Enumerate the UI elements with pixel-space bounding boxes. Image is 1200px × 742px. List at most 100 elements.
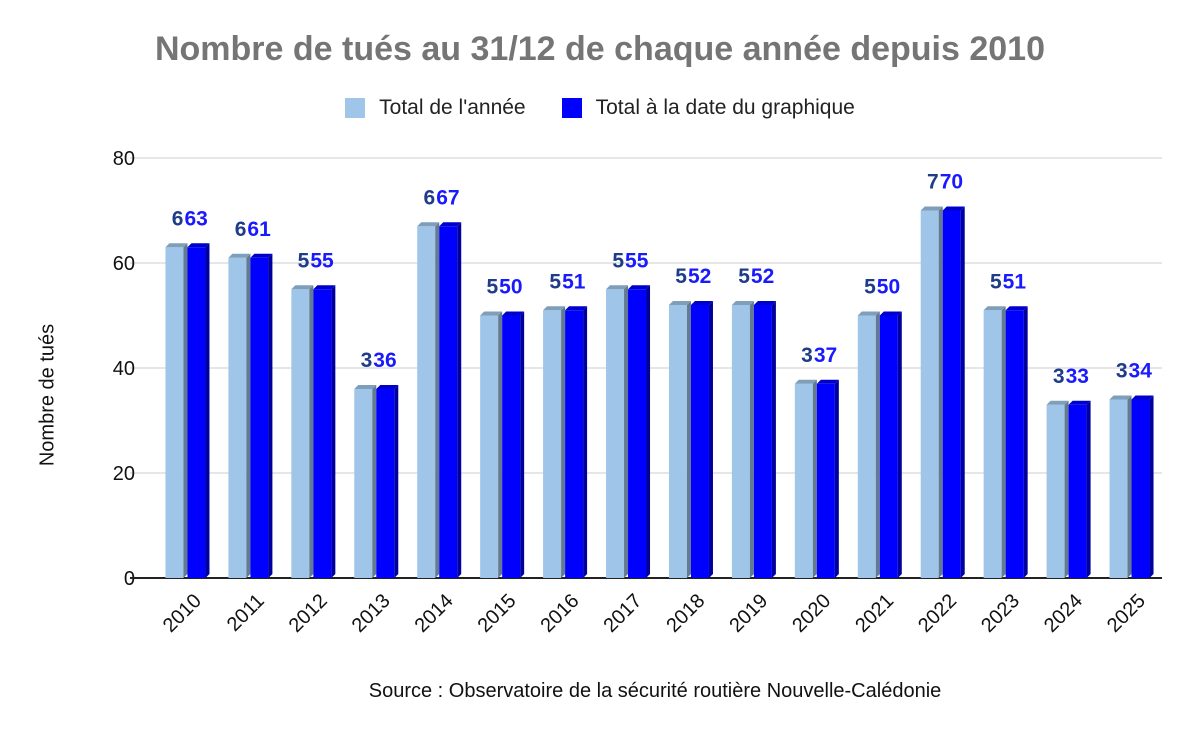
- bar-annee: [794, 383, 813, 578]
- x-tick-label: 2012: [285, 590, 332, 637]
- bar-annee: [731, 305, 750, 578]
- bar-annee: [857, 315, 876, 578]
- bar-annee-top: [480, 311, 503, 316]
- value-label-annee: 5: [486, 276, 498, 299]
- legend: Total de l'année Total à la date du grap…: [0, 96, 1200, 120]
- y-tick-label: 0: [124, 568, 135, 590]
- x-tick-label: 2016: [537, 590, 584, 637]
- bar-date: [439, 226, 458, 578]
- bar-annee-top: [291, 285, 314, 290]
- bar-date-side: [268, 253, 273, 578]
- bar-date-side: [897, 311, 902, 578]
- value-label-date: 67: [436, 186, 459, 209]
- bar-date: [502, 315, 521, 578]
- x-tick-label: 2017: [599, 590, 646, 637]
- legend-item-date: Total à la date du graphique: [561, 96, 855, 120]
- bar-annee-top: [354, 385, 377, 389]
- bar-annee-top: [1046, 400, 1069, 405]
- bar-annee: [668, 305, 687, 578]
- x-tick-label: 2013: [348, 590, 395, 637]
- bar-date-top: [250, 253, 273, 258]
- value-label-annee: 5: [990, 270, 1002, 293]
- x-tick-label: 2015: [474, 590, 521, 637]
- bar-date-side: [708, 301, 713, 578]
- bar-annee-side: [183, 243, 188, 578]
- bar-date-top: [753, 301, 776, 305]
- x-tick-label: 2010: [159, 590, 206, 637]
- value-label-annee: 5: [675, 265, 687, 288]
- bar-date-side: [331, 285, 336, 578]
- value-label-annee: 5: [738, 265, 750, 288]
- legend-item-annee: Total de l'année: [345, 96, 526, 120]
- value-label-date: 51: [1003, 270, 1027, 293]
- value-label-date: 63: [184, 207, 207, 230]
- y-tick-label: 20: [113, 463, 135, 485]
- bar-date-side: [394, 385, 399, 578]
- bar-annee: [417, 226, 436, 578]
- bar-annee-side: [498, 311, 503, 578]
- bar-annee-side: [435, 222, 440, 578]
- bar-date-side: [457, 222, 462, 578]
- value-label-date: 61: [247, 218, 271, 241]
- x-tick-label: 2019: [725, 590, 772, 637]
- y-tick-label: 60: [113, 253, 135, 275]
- bar-date-top: [1068, 400, 1091, 405]
- value-label-annee: 3: [1116, 360, 1128, 383]
- bar-date: [1131, 399, 1150, 578]
- bar-date-side: [771, 301, 776, 578]
- bar-annee-top: [668, 301, 691, 305]
- bar-annee: [354, 389, 373, 578]
- bar-date-top: [816, 379, 839, 384]
- bar-annee: [920, 210, 939, 578]
- x-tick-label: 2020: [788, 590, 835, 637]
- bar-annee-side: [372, 385, 377, 578]
- bar-annee: [1046, 404, 1065, 578]
- bar-annee: [1109, 399, 1128, 578]
- bar-date: [816, 383, 835, 578]
- bar-date: [1005, 310, 1024, 578]
- bar-annee: [606, 289, 625, 578]
- x-tick-label: 2023: [977, 590, 1024, 637]
- bar-annee-side: [561, 306, 566, 578]
- bar-annee-side: [686, 301, 691, 578]
- value-label-annee: 5: [612, 249, 624, 272]
- x-tick-label: 2022: [914, 590, 961, 637]
- value-label-date: 55: [310, 249, 334, 272]
- bar-date-top: [628, 285, 651, 290]
- bar-date: [565, 310, 584, 578]
- bar-date-side: [1086, 400, 1091, 578]
- value-label-date: 50: [499, 276, 522, 299]
- bar-date-top: [313, 285, 336, 290]
- y-tick-label: 40: [113, 358, 135, 380]
- bar-date: [313, 289, 332, 578]
- legend-label-annee: Total de l'année: [379, 96, 526, 119]
- bar-date-top: [942, 206, 965, 211]
- bar-date: [628, 289, 647, 578]
- bar-annee: [983, 310, 1002, 578]
- bar-date-top: [879, 311, 902, 316]
- bar-date: [376, 389, 395, 578]
- bar-date: [250, 257, 269, 578]
- bar-date: [879, 315, 898, 578]
- source-note: Source : Observatoire de la sécurité rou…: [368, 680, 942, 702]
- value-label-annee: 7: [927, 171, 939, 194]
- bar-annee: [165, 247, 184, 578]
- bar-annee-top: [731, 301, 754, 305]
- bar-annee-top: [417, 222, 440, 227]
- x-tick-label: 2018: [662, 590, 709, 637]
- chart-title: Nombre de tués au 31/12 de chaque année …: [154, 30, 1045, 68]
- value-label-annee: 5: [298, 249, 310, 272]
- bar-annee: [228, 257, 247, 578]
- value-label-annee: 5: [549, 270, 561, 293]
- x-tick-label: 2025: [1103, 590, 1150, 637]
- value-label-annee: 3: [801, 344, 813, 367]
- value-label-date: 52: [751, 265, 774, 288]
- x-tick-label: 2024: [1040, 590, 1087, 637]
- bar-annee: [543, 310, 562, 578]
- value-label-date: 33: [1066, 365, 1089, 388]
- bar-date-side: [646, 285, 651, 578]
- value-label-annee: 3: [1053, 365, 1065, 388]
- value-label-date: 50: [877, 276, 900, 299]
- value-label-annee: 5: [864, 276, 876, 299]
